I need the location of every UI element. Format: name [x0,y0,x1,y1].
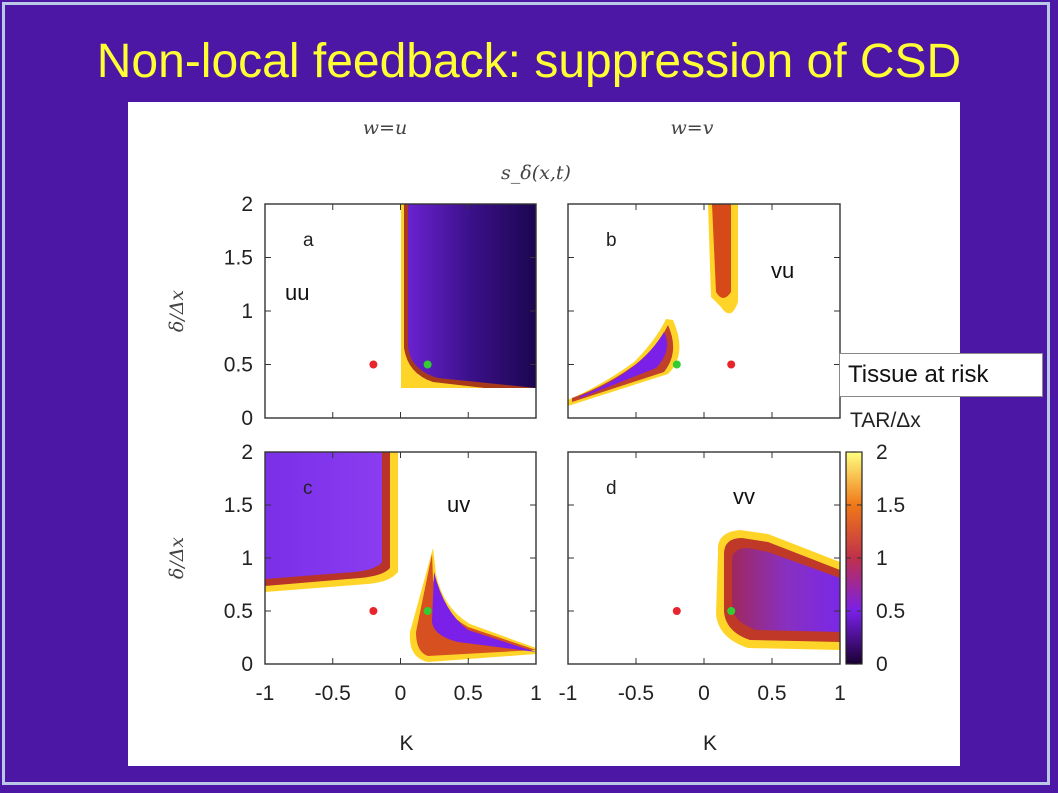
panel-d-letter: d [606,478,617,499]
panel-a-letter: a [303,230,314,251]
panel-a [401,204,536,418]
y-tick-label: 0 [241,407,253,430]
y-tick-label: 0 [241,653,253,676]
x-tick-label: -1 [256,682,275,705]
y-tick-label: 1.5 [224,494,253,517]
colorbar-tick-label: 0 [876,653,888,676]
colorbar-tick-label: 0.5 [876,600,905,623]
green-dot [672,360,681,369]
y-tick-label: 1 [241,547,253,570]
y-tick-label: 2 [241,193,253,216]
red-dot [727,360,736,369]
panel-b [568,204,738,406]
y-tick-label: 0.5 [224,600,253,623]
y-tick-label: 0.5 [224,354,253,377]
red-dot [672,607,681,615]
signal-label: s_δ(x,t) [501,162,571,184]
panel-c [265,452,536,662]
y-axis-label: δ/Δx [166,290,188,333]
panel-b-letter: b [606,230,617,251]
y-tick-label: 1.5 [224,247,253,270]
panel-c-letter: c [303,478,313,499]
x-axis-label: K [399,732,413,755]
figure: w=u w=v s_δ(x,t) [128,102,960,766]
tissue-at-risk-label: Tissue at risk [839,353,1043,397]
x-tick-label: -1 [559,682,578,705]
panel-c-combo-label: uv [447,492,470,517]
slide-title: Non-local feedback: suppression of CSD [96,35,962,88]
panel-a-region [408,204,536,388]
x-tick-label: -0.5 [315,682,351,705]
x-tick-label: 0 [395,682,407,705]
panel-d-combo-label: vv [733,484,755,509]
x-tick-label: 0.5 [454,682,483,705]
column-header-wv: w=v [671,117,714,139]
x-tick-label: 1 [834,682,846,705]
y-tick-label: 2 [241,441,253,464]
red-dot [369,360,378,369]
column-header-wu: w=u [363,117,407,139]
panel-b-combo-label: vu [771,258,794,283]
panel-d [716,530,840,650]
slide-frame [2,2,1050,785]
y-axis-label: δ/Δx [166,537,188,580]
panel-d-region [732,548,840,632]
colorbar-tick-label: 1.5 [876,494,905,517]
panel-c-tail-region [432,572,536,652]
panel-c-region [265,452,382,579]
green-dot [727,607,736,615]
green-dot [423,607,432,615]
x-tick-label: -0.5 [618,682,654,705]
panel-b-region [580,332,668,398]
colorbar-tick-label: 2 [876,441,888,464]
panel-a-combo-label: uu [285,280,309,305]
colorbar-label: TAR/Δx [850,409,921,432]
x-tick-label: 0.5 [757,682,786,705]
panel-b-top-region [712,204,731,298]
x-tick-label: 1 [530,682,542,705]
y-tick-label: 1 [241,300,253,323]
x-axis-label: K [703,732,717,755]
x-tick-label: 0 [698,682,710,705]
red-dot [369,607,378,615]
green-dot [423,360,432,369]
heatmap-figure: w=u w=v s_δ(x,t) [166,117,921,755]
colorbar-tick-label: 1 [876,547,888,570]
